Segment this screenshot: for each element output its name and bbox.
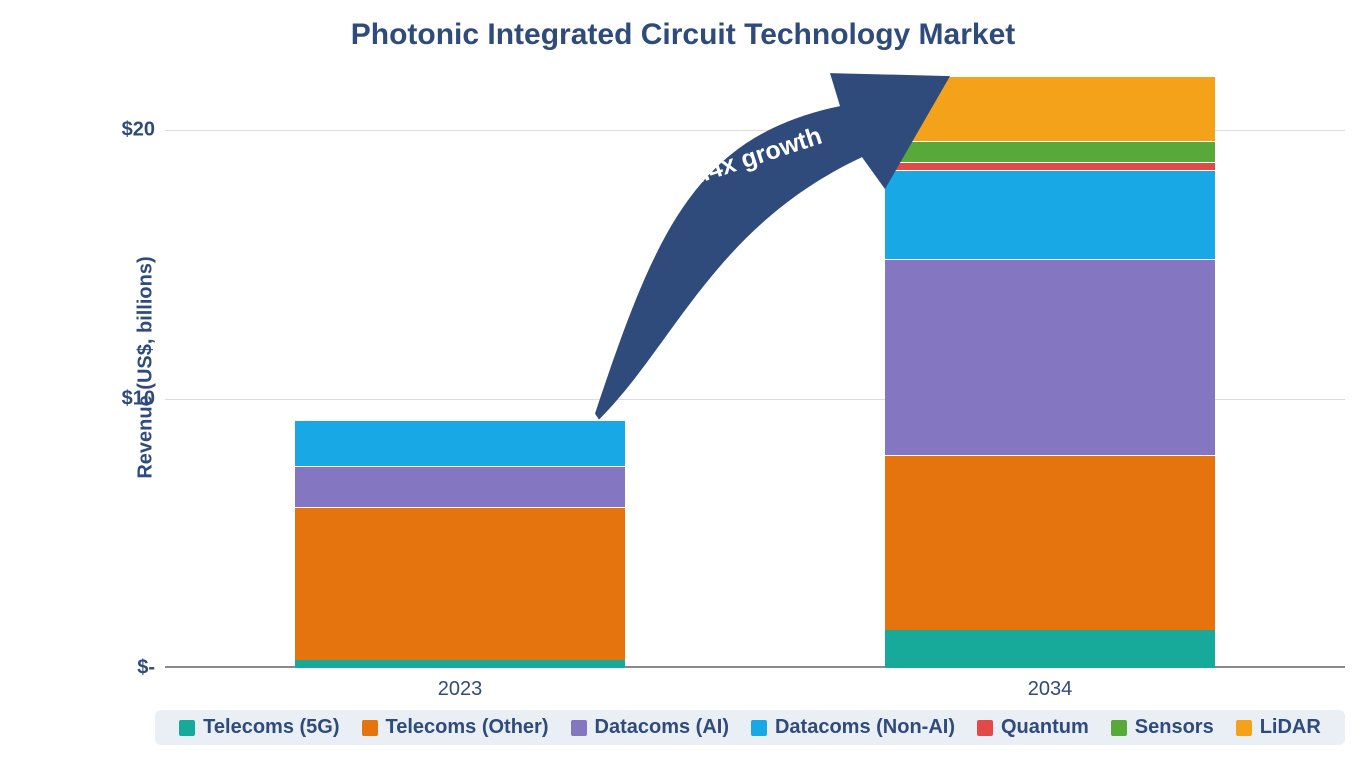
bar-segment-datacoms_ai [885, 259, 1215, 455]
legend-item-telecoms_5g: Telecoms (5G) [179, 716, 339, 739]
x-tick-label: 2034 [1028, 668, 1073, 701]
bar-segment-telecoms_other [885, 455, 1215, 630]
legend-label: Datacoms (AI) [595, 716, 729, 739]
bar-2034 [885, 76, 1215, 668]
legend-swatch [571, 720, 587, 736]
bar-segment-quantum [885, 162, 1215, 170]
legend-item-sensors: Sensors [1111, 716, 1214, 739]
bar-2023 [295, 419, 625, 668]
chart-title: Photonic Integrated Circuit Technology M… [0, 18, 1366, 52]
bar-segment-lidar [295, 418, 625, 419]
bar-segment-sensors [885, 141, 1215, 163]
plot-area: $-$10$20202320342.4x growth [165, 68, 1345, 668]
legend-label: Telecoms (5G) [203, 716, 339, 739]
legend-item-datacoms_ai: Datacoms (AI) [571, 716, 729, 739]
legend-label: Telecoms (Other) [386, 716, 549, 739]
bar-segment-lidar [885, 76, 1215, 141]
legend-item-quantum: Quantum [977, 716, 1089, 739]
legend-swatch [1236, 720, 1252, 736]
legend-item-telecoms_other: Telecoms (Other) [362, 716, 549, 739]
bar-segment-telecoms_other [295, 507, 625, 660]
legend-label: Datacoms (Non-AI) [775, 716, 955, 739]
legend-label: Quantum [1001, 716, 1089, 739]
bar-segment-datacoms_non_ai [885, 170, 1215, 259]
legend-swatch [179, 720, 195, 736]
y-axis-label: Revenue (US$, billions) [135, 256, 158, 478]
legend-label: Sensors [1135, 716, 1214, 739]
bar-segment-telecoms_5g [295, 660, 625, 668]
bar-segment-datacoms_non_ai [295, 420, 625, 466]
chart-container: Photonic Integrated Circuit Technology M… [0, 0, 1366, 769]
x-tick-label: 2023 [438, 668, 483, 701]
bar-segment-telecoms_5g [885, 630, 1215, 668]
y-tick-label: $20 [122, 118, 165, 141]
legend-swatch [1111, 720, 1127, 736]
growth-arrow-label: 2.4x growth [684, 122, 825, 193]
legend-swatch [977, 720, 993, 736]
y-tick-label: $- [137, 657, 165, 680]
legend-item-datacoms_non_ai: Datacoms (Non-AI) [751, 716, 955, 739]
legend-label: LiDAR [1260, 716, 1321, 739]
legend: Telecoms (5G) Telecoms (Other) Datacoms (A… [155, 710, 1345, 745]
legend-swatch [362, 720, 378, 736]
legend-item-lidar: LiDAR [1236, 716, 1321, 739]
bar-segment-datacoms_ai [295, 466, 625, 506]
legend-swatch [751, 720, 767, 736]
